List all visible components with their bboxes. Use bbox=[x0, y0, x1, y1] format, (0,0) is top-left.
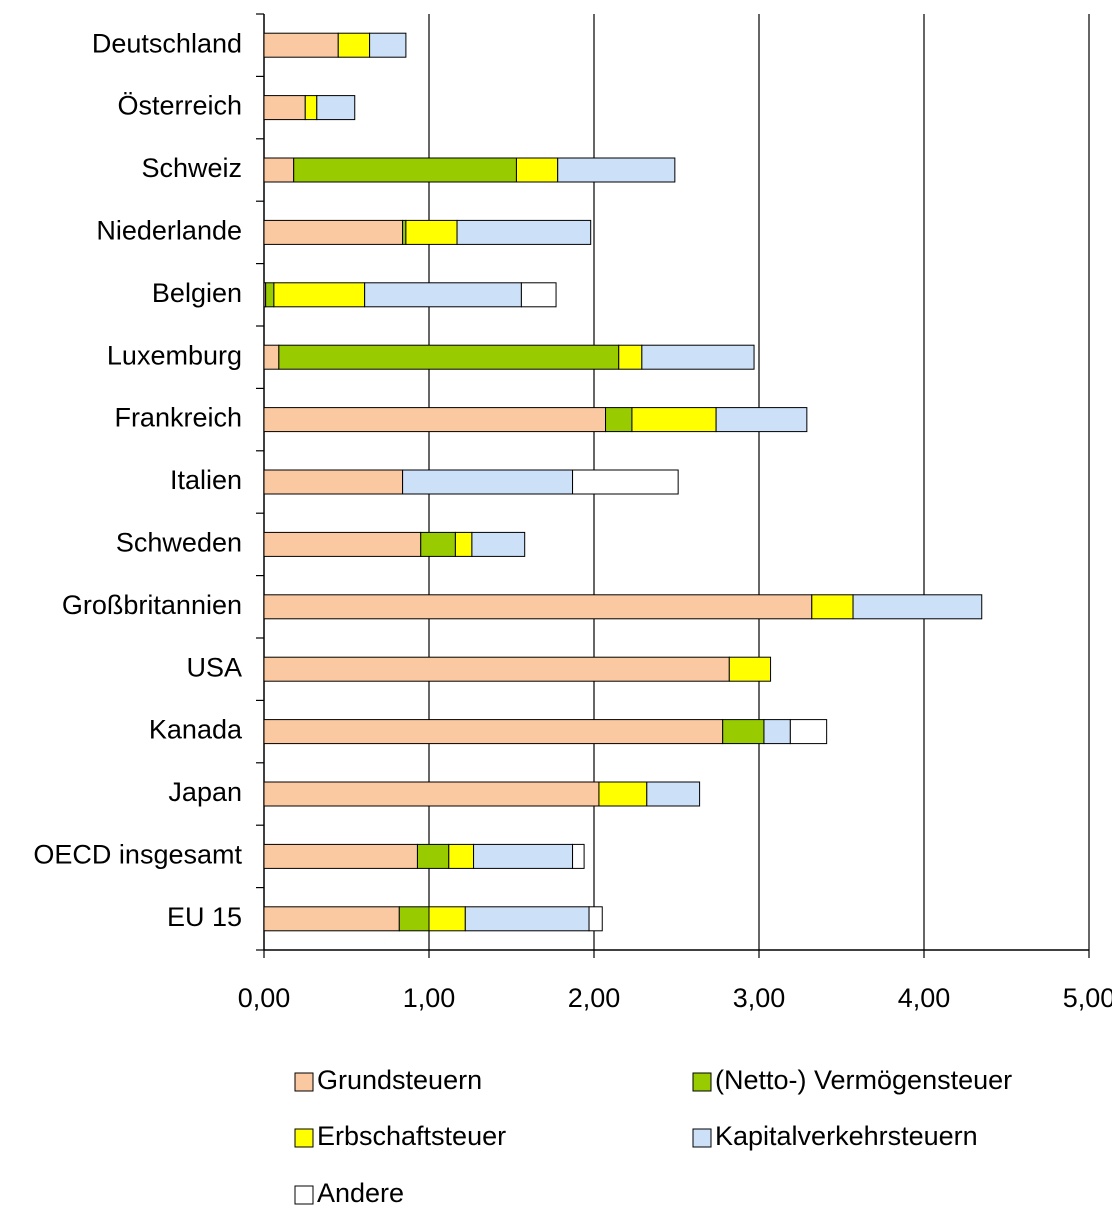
y-tick-label: USA bbox=[186, 652, 242, 682]
bar-segment bbox=[337, 32, 371, 58]
legend-label: Kapitalverkehrsteuern bbox=[715, 1121, 978, 1151]
x-tick-label: 3,00 bbox=[733, 983, 786, 1013]
bar-segment bbox=[454, 531, 473, 557]
bar-segment bbox=[618, 344, 643, 370]
bar-segment bbox=[265, 282, 275, 308]
bar-segment bbox=[273, 282, 366, 308]
y-tick-label: Schweiz bbox=[141, 153, 242, 183]
bar-segment bbox=[473, 843, 574, 869]
bar-segment bbox=[464, 906, 590, 932]
bar-segment bbox=[598, 781, 648, 807]
bar-segment bbox=[428, 906, 466, 932]
y-tick-label: Belgien bbox=[152, 278, 242, 308]
bar-segment bbox=[557, 157, 676, 183]
bar-segment bbox=[416, 843, 450, 869]
bar-segment bbox=[852, 594, 983, 620]
x-tick-label: 5,00 bbox=[1063, 983, 1112, 1013]
bar-segment bbox=[456, 219, 592, 245]
bar-segment bbox=[789, 719, 828, 745]
bar-segment bbox=[402, 469, 574, 495]
x-tick-label: 2,00 bbox=[568, 983, 621, 1013]
bar-segment bbox=[715, 407, 808, 433]
y-tick-label: EU 15 bbox=[167, 902, 242, 932]
legend-swatch bbox=[294, 1072, 314, 1092]
x-tick-label: 1,00 bbox=[403, 983, 456, 1013]
bar-segment bbox=[471, 531, 526, 557]
legend-label: (Netto-) Vermögensteuer bbox=[715, 1065, 1012, 1095]
bar-segment bbox=[263, 531, 422, 557]
bar-segment bbox=[588, 906, 603, 932]
bar-segment bbox=[263, 843, 418, 869]
y-tick-label: Großbritannien bbox=[62, 590, 242, 620]
y-tick-label: Niederlande bbox=[96, 216, 242, 246]
y-tick-label: Frankreich bbox=[114, 403, 242, 433]
bar-segment bbox=[263, 906, 400, 932]
bar-segment bbox=[263, 656, 730, 682]
bar-segment bbox=[278, 344, 620, 370]
legend-label: Andere bbox=[317, 1178, 404, 1208]
bar-segment bbox=[572, 843, 585, 869]
bar-segment bbox=[520, 282, 557, 308]
bar-segment bbox=[420, 531, 456, 557]
x-tick-label: 0,00 bbox=[238, 983, 291, 1013]
legend-swatch bbox=[294, 1185, 314, 1205]
bar-segment bbox=[263, 407, 607, 433]
bar-segment bbox=[263, 594, 813, 620]
y-tick-label: Japan bbox=[168, 777, 242, 807]
bar-segment bbox=[641, 344, 755, 370]
bar-segment bbox=[405, 219, 458, 245]
legend-label: Grundsteuern bbox=[317, 1065, 482, 1095]
bar-segment bbox=[515, 157, 559, 183]
bar-segment bbox=[763, 719, 791, 745]
bar-segment bbox=[293, 157, 517, 183]
legend-swatch bbox=[692, 1072, 712, 1092]
bar-segment bbox=[263, 781, 600, 807]
bar-segment bbox=[605, 407, 633, 433]
bar-segment bbox=[263, 469, 404, 495]
bar-segment bbox=[572, 469, 679, 495]
bar-segment bbox=[646, 781, 701, 807]
bar-segment bbox=[263, 344, 280, 370]
y-tick-label: Italien bbox=[170, 465, 242, 495]
x-tick-label: 4,00 bbox=[898, 983, 951, 1013]
bar-segment bbox=[316, 95, 356, 121]
y-tick-label: Luxemburg bbox=[107, 340, 242, 370]
bar-segment bbox=[263, 95, 306, 121]
bar-segment bbox=[263, 32, 339, 58]
y-tick-label: Kanada bbox=[149, 715, 243, 745]
bar-segment bbox=[631, 407, 717, 433]
legend-swatch bbox=[692, 1128, 712, 1148]
bar-segment bbox=[263, 157, 295, 183]
bar-segment bbox=[304, 95, 318, 121]
bar-segment bbox=[364, 282, 522, 308]
bar-segment bbox=[263, 219, 404, 245]
bar-segment bbox=[728, 656, 772, 682]
legend-label: Erbschaftsteuer bbox=[317, 1121, 506, 1151]
y-tick-label: OECD insgesamt bbox=[33, 840, 242, 870]
bar-segment bbox=[398, 906, 430, 932]
bar-segment bbox=[448, 843, 475, 869]
y-tick-label: Österreich bbox=[117, 91, 242, 121]
bar-segment bbox=[369, 32, 407, 58]
bar-segment bbox=[722, 719, 765, 745]
y-tick-label: Schweden bbox=[116, 528, 242, 558]
bar-segment bbox=[263, 719, 724, 745]
y-tick-label: Deutschland bbox=[92, 28, 242, 58]
legend-swatch bbox=[294, 1128, 314, 1148]
bar-segment bbox=[811, 594, 854, 620]
